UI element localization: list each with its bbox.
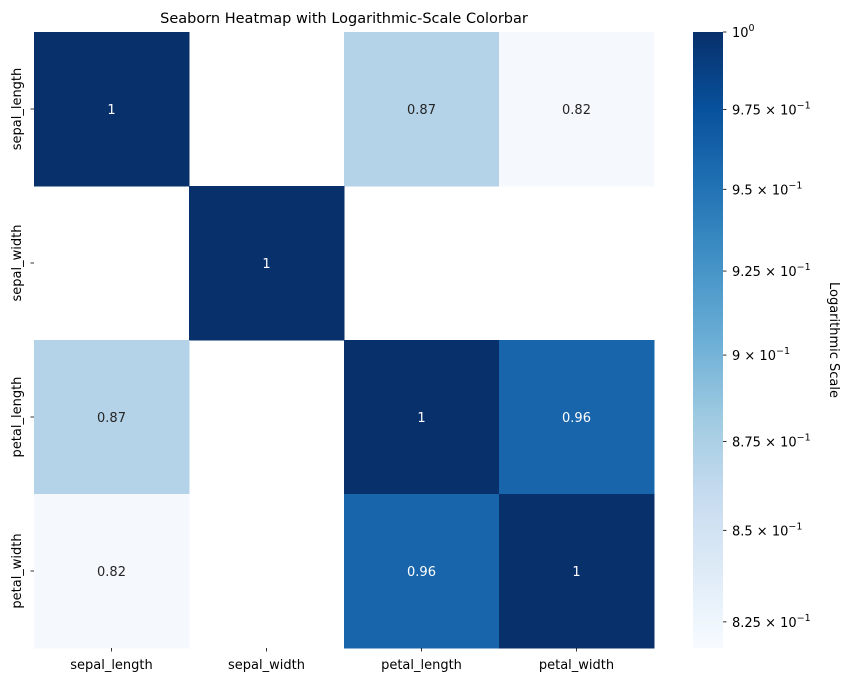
colorbar-tick-label: 9.75 × 10−1 [732,101,811,119]
x-tick-label-sepal_width: sepal_width [228,658,305,673]
heatmap-cell-3-0 [34,494,190,649]
x-axis-ticks: sepal_length sepal_width petal_length petal… [70,648,614,673]
cell-annotation-3-3: 1 [572,565,580,580]
cell-annotation-2-3: 0.96 [562,411,591,426]
heatmap-cell-2-2 [344,340,500,495]
colorbar-tick-label: 9.5 × 10−1 [732,180,802,198]
y-tick-label-sepal_width: sepal_width [10,225,25,302]
y-tick-label-petal_width: petal_width [10,533,25,608]
y-tick-label-sepal_length: sepal_length [10,68,25,151]
heatmap-cell-2-3 [499,340,655,495]
x-tick-label-petal_length: petal_length [381,658,462,673]
colorbar-tick-label: 8.25 × 10−1 [732,613,811,631]
cell-annotation-3-0: 0.82 [97,565,126,580]
x-tick-label-sepal_length: sepal_length [70,658,153,673]
heatmap-cell-3-2 [344,494,500,649]
colorbar-tick-label: 9 × 10−1 [732,346,790,364]
colorbar-gradient [693,32,723,648]
cell-annotation-2-0: 0.87 [97,411,126,426]
colorbar-ticks: 100 9.75 × 10−1 9.5 × 10−1 9.25 × 10−1 9 × 1… [723,23,811,631]
heatmap-cell-2-0 [34,340,190,495]
colorbar [693,32,723,648]
heatmap-cell-0-3 [499,32,655,187]
cell-annotation-0-3: 0.82 [562,103,591,118]
y-tick-label-petal_length: petal_length [10,377,25,458]
heatmap-cell-0-2 [344,32,500,187]
heatmap-cell-3-3 [499,494,655,649]
x-tick-label-petal_width: petal_width [539,658,614,673]
chart-title: Seaborn Heatmap with Logarithmic-Scale C… [160,11,528,27]
cell-annotation-2-2: 1 [417,411,425,426]
heatmap-cell-1-1 [189,186,345,341]
colorbar-tick-label: 100 [732,23,755,41]
colorbar-tick-label: 8.75 × 10−1 [732,432,811,450]
y-axis-ticks: sepal_length sepal_width petal_lengthpetal… [10,68,34,609]
heatmap-cells [34,32,655,649]
colorbar-label: Logarithmic Scale [826,282,841,398]
cell-annotation-1-1: 1 [262,257,270,272]
cell-annotation-0-2: 0.87 [407,103,436,118]
colorbar-tick-label: 8.5 × 10−1 [732,521,802,539]
heatmap-cell-0-0 [34,32,190,187]
cell-annotation-3-2: 0.96 [407,565,436,580]
colorbar-tick-label: 9.25 × 10−1 [732,262,811,280]
cell-annotations: 1 0.87 0.82 1 0.87 1 0.96 0.82 0.96 1 [97,103,591,580]
cell-annotation-0-0: 1 [107,103,115,118]
